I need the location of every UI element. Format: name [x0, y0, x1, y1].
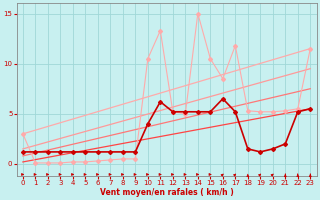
X-axis label: Vent moyen/en rafales ( km/h ): Vent moyen/en rafales ( km/h ) [100, 188, 234, 197]
